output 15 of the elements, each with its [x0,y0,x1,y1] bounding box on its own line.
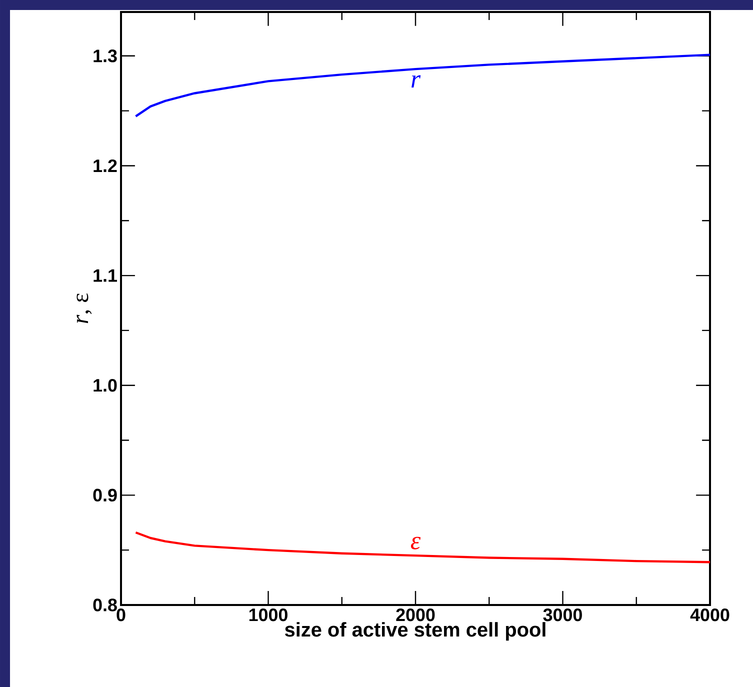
x-tick-label: 1000 [249,608,288,622]
x-tick-label: 0 [116,608,126,622]
y-tick-label: 1.3 [94,50,117,62]
y-tick-label: 1.0 [94,378,117,392]
x-tick-label: 2000 [396,608,435,622]
x-tick-label: 3000 [543,608,582,622]
y-tick-label: 1.2 [94,159,117,172]
y-tick-label: 0.8 [93,598,117,612]
series-label: ε [410,536,421,550]
x-tick-label: 4000 [690,608,730,622]
y-axis-title: r, ε [76,294,92,324]
y-tick-label: 0.9 [93,488,117,502]
x-axis-title: size of active stem cell pool [284,622,546,641]
y-tick-label: 1.1 [94,269,117,282]
series-label: r [412,75,421,88]
